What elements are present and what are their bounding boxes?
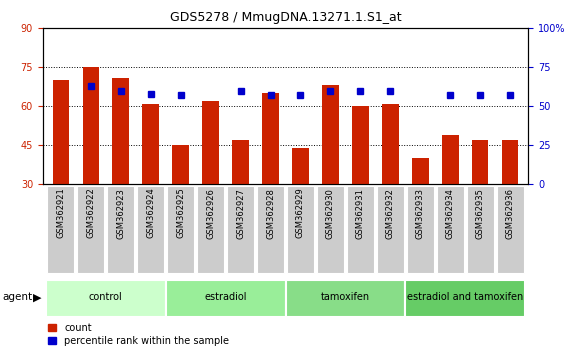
Text: tamoxifen: tamoxifen <box>321 292 370 302</box>
FancyBboxPatch shape <box>166 280 286 316</box>
Text: GSM362924: GSM362924 <box>146 188 155 239</box>
Legend: count, percentile rank within the sample: count, percentile rank within the sample <box>48 323 229 346</box>
FancyBboxPatch shape <box>286 280 405 316</box>
FancyBboxPatch shape <box>347 186 374 273</box>
Bar <box>83 67 99 184</box>
Text: GSM362934: GSM362934 <box>446 188 455 239</box>
Text: GSM362921: GSM362921 <box>57 188 65 239</box>
FancyBboxPatch shape <box>137 186 164 273</box>
Text: GSM362936: GSM362936 <box>506 188 514 239</box>
Text: control: control <box>89 292 123 302</box>
FancyBboxPatch shape <box>107 186 134 273</box>
Text: estradiol: estradiol <box>204 292 247 302</box>
Bar <box>292 148 309 184</box>
Text: GSM362931: GSM362931 <box>356 188 365 239</box>
Text: GSM362929: GSM362929 <box>296 188 305 239</box>
Bar <box>262 93 279 184</box>
FancyBboxPatch shape <box>46 280 166 316</box>
Bar <box>382 104 399 184</box>
Bar <box>202 101 219 184</box>
FancyBboxPatch shape <box>287 186 314 273</box>
Text: GSM362926: GSM362926 <box>206 188 215 239</box>
Text: GDS5278 / MmugDNA.13271.1.S1_at: GDS5278 / MmugDNA.13271.1.S1_at <box>170 11 401 24</box>
Text: estradiol and tamoxifen: estradiol and tamoxifen <box>407 292 524 302</box>
Bar <box>352 106 369 184</box>
Bar <box>412 158 429 184</box>
Bar <box>172 145 189 184</box>
Text: GSM362928: GSM362928 <box>266 188 275 239</box>
FancyBboxPatch shape <box>497 186 524 273</box>
FancyBboxPatch shape <box>437 186 464 273</box>
Text: GSM362922: GSM362922 <box>86 188 95 239</box>
FancyBboxPatch shape <box>467 186 494 273</box>
FancyBboxPatch shape <box>405 280 525 316</box>
FancyBboxPatch shape <box>77 186 104 273</box>
Text: GSM362930: GSM362930 <box>326 188 335 239</box>
FancyBboxPatch shape <box>167 186 194 273</box>
FancyBboxPatch shape <box>197 186 224 273</box>
Text: GSM362927: GSM362927 <box>236 188 245 239</box>
Bar <box>232 140 249 184</box>
Text: ▶: ▶ <box>33 292 42 302</box>
Bar <box>53 80 69 184</box>
Bar <box>442 135 459 184</box>
Text: GSM362925: GSM362925 <box>176 188 185 239</box>
Text: agent: agent <box>3 292 33 302</box>
Bar <box>112 78 129 184</box>
Bar <box>142 104 159 184</box>
FancyBboxPatch shape <box>407 186 434 273</box>
FancyBboxPatch shape <box>377 186 404 273</box>
Text: GSM362932: GSM362932 <box>386 188 395 239</box>
FancyBboxPatch shape <box>227 186 254 273</box>
Bar <box>322 85 339 184</box>
Text: GSM362933: GSM362933 <box>416 188 425 239</box>
Text: GSM362923: GSM362923 <box>116 188 125 239</box>
FancyBboxPatch shape <box>257 186 284 273</box>
Text: GSM362935: GSM362935 <box>476 188 485 239</box>
Bar <box>472 140 488 184</box>
Bar <box>502 140 518 184</box>
FancyBboxPatch shape <box>47 186 74 273</box>
FancyBboxPatch shape <box>317 186 344 273</box>
